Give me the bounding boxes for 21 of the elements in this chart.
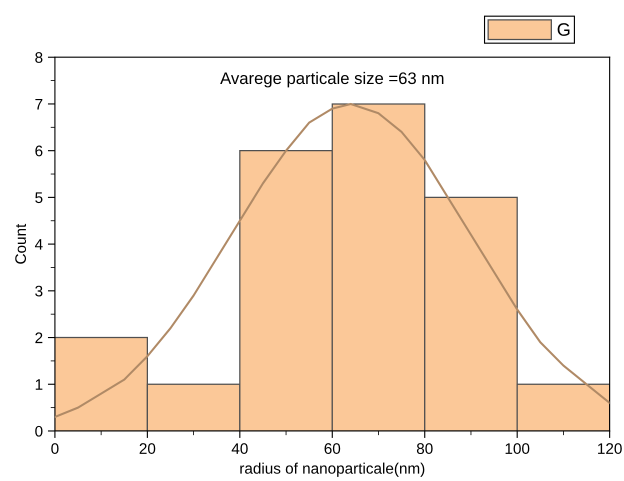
y-tick-label: 5: [35, 192, 42, 204]
x-tick-label: 20: [140, 443, 156, 454]
x-axis-title: radius of nanoparticale(nm): [240, 462, 424, 477]
y-tick-label: 1: [36, 379, 42, 390]
y-tick-label: 4: [34, 239, 43, 250]
annotation: Avarege particale size =63 nm: [220, 72, 444, 88]
y-axis-title: Count: [15, 224, 26, 264]
x-tick-label: 100: [506, 443, 530, 454]
y-tick-label: 2: [35, 332, 42, 344]
y-tick-label: 0: [35, 426, 43, 437]
x-tick-label: 80: [416, 443, 433, 454]
x-tick-label: 120: [598, 443, 622, 454]
x-tick-label: 40: [232, 443, 248, 454]
legend-label: G: [558, 23, 570, 36]
y-tick-label: 8: [35, 52, 42, 63]
x-tick-label: 60: [324, 443, 340, 454]
y-tick-label: 7: [35, 98, 42, 110]
y-tick-label: 6: [35, 146, 42, 156]
y-tick-label: 3: [35, 286, 42, 297]
x-tick-label: 0: [51, 443, 59, 454]
line-series: [54, 102, 610, 418]
